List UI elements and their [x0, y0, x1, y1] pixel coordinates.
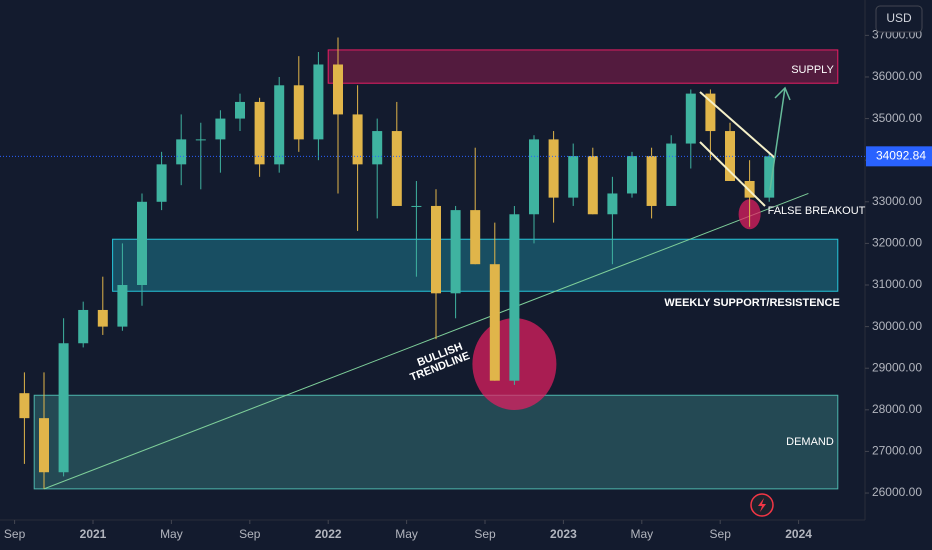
- zone: [327, 49, 839, 84]
- zone-label: DEMAND: [786, 436, 834, 448]
- candle-body: [195, 139, 206, 141]
- candle-body: [215, 118, 226, 140]
- candle-body: [489, 264, 500, 381]
- candle-body: [685, 93, 696, 144]
- candle-body: [254, 101, 265, 165]
- currency: USD: [886, 11, 912, 25]
- candle-body: [450, 210, 461, 294]
- candle-body: [19, 393, 30, 419]
- candle-body: [744, 180, 755, 198]
- y-tick-label: 33000.00: [872, 194, 922, 208]
- candle-body: [274, 85, 285, 165]
- candle-body: [235, 101, 245, 119]
- x-tick-label: Sep: [4, 527, 26, 541]
- y-tick-label: 27000.00: [872, 444, 922, 458]
- zone-label: WEEKLY SUPPORT/RESISTENCE: [664, 297, 839, 309]
- candle-body: [117, 285, 128, 327]
- candle-body: [137, 201, 147, 286]
- candle-body: [666, 143, 677, 206]
- x-tick-label: Sep: [710, 527, 732, 541]
- projection-arrow: [769, 87, 786, 191]
- candle-body: [97, 309, 108, 327]
- candle-body: [431, 205, 441, 294]
- candle-body: [39, 418, 49, 473]
- channel-line: [699, 141, 766, 207]
- y-tick-label: 31000.00: [872, 277, 922, 291]
- y-tick-label: 32000.00: [872, 236, 922, 250]
- candle-body: [313, 64, 324, 140]
- candle-body: [293, 85, 304, 140]
- x-tick-label: 2023: [550, 527, 577, 541]
- candle-body: [705, 93, 716, 132]
- x-tick-label: Sep: [239, 527, 261, 541]
- candle-body: [548, 139, 559, 198]
- candle-body: [411, 205, 422, 207]
- x-tick-label: May: [630, 527, 653, 541]
- x-tick-label: May: [160, 527, 183, 541]
- candle-body: [529, 139, 539, 215]
- zone-label: SUPPLY: [791, 64, 834, 76]
- candle-body: [58, 343, 69, 473]
- candle-body: [372, 131, 383, 165]
- candle-body: [509, 214, 520, 381]
- candle-body: [587, 156, 598, 215]
- alert-bolt: [758, 498, 766, 512]
- last-price-label: 34092.84: [876, 148, 926, 162]
- candle-body: [646, 156, 657, 206]
- candle-body: [156, 164, 167, 202]
- x-tick-label: 2021: [80, 527, 107, 541]
- candle-body: [607, 193, 618, 215]
- candle-body: [333, 64, 343, 115]
- trendline: [43, 193, 809, 490]
- candle-body: [568, 156, 579, 198]
- arrow-head: [774, 86, 791, 101]
- candle-body: [352, 114, 363, 165]
- candle-body: [78, 309, 89, 344]
- y-tick-label: 28000.00: [872, 402, 922, 416]
- y-tick-label: 26000.00: [872, 485, 922, 499]
- currency-box[interactable]: [875, 5, 923, 33]
- y-tick-label: 29000.00: [872, 360, 922, 374]
- zone: [33, 394, 839, 490]
- circle-label: FALSE BREAKOUT: [768, 205, 866, 217]
- candle-body: [176, 139, 187, 165]
- x-tick-label: 2024: [785, 527, 812, 541]
- channel-line: [699, 91, 776, 159]
- candle-body: [391, 131, 402, 206]
- candle-body: [764, 156, 775, 198]
- x-tick-label: Sep: [474, 527, 496, 541]
- x-tick-label: May: [395, 527, 418, 541]
- candle-body: [627, 156, 637, 194]
- x-tick-label: 2022: [315, 527, 342, 541]
- y-tick-label: 35000.00: [872, 111, 922, 125]
- y-tick-label: 30000.00: [872, 319, 922, 333]
- last-price-box: [866, 146, 932, 167]
- y-tick-label: 36000.00: [872, 69, 922, 83]
- candle-body: [470, 210, 481, 265]
